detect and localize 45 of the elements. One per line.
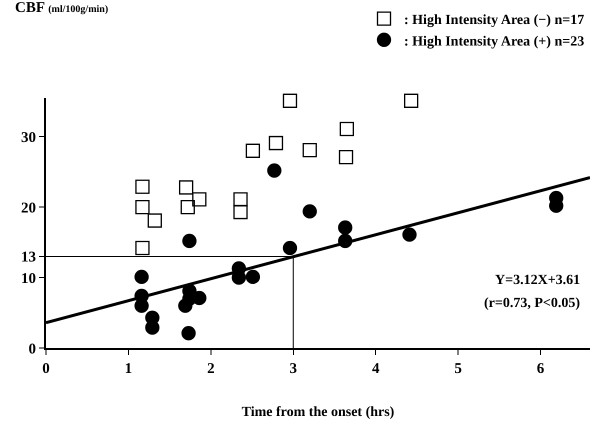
point <box>282 240 298 256</box>
x-tick-label: 2 <box>207 361 215 377</box>
point <box>267 163 282 178</box>
y-tick-label: 0 <box>28 341 36 358</box>
point <box>302 142 317 158</box>
point <box>180 200 195 214</box>
legend-label: : High Intensity Area (+) n=23 <box>404 34 584 50</box>
point <box>233 192 248 207</box>
y-tick-label: 20 <box>21 200 36 216</box>
point <box>338 150 354 164</box>
point <box>340 122 354 136</box>
point <box>246 144 260 158</box>
point <box>134 298 149 313</box>
point <box>246 270 260 284</box>
x-tick-label: 5 <box>454 361 462 377</box>
point <box>268 136 284 150</box>
point <box>404 94 418 108</box>
point <box>178 298 192 313</box>
annotation: (r=0.73, P<0.05) <box>484 296 580 311</box>
point <box>135 180 150 194</box>
x-tick-label: 0 <box>42 361 50 377</box>
point <box>148 213 162 228</box>
point <box>302 204 317 219</box>
point <box>233 204 248 220</box>
x-axis-title: Time from the onset (hrs) <box>242 404 395 420</box>
x-tick-label: 4 <box>372 361 380 377</box>
legend-label: : High Intensity Area (−) n=17 <box>404 13 584 28</box>
y-tick-label: 10 <box>21 270 36 287</box>
point <box>134 270 149 284</box>
x-tick-label: 3 <box>290 361 298 377</box>
point <box>135 240 150 256</box>
x-tick-label: 1 <box>124 361 132 377</box>
point <box>178 180 194 195</box>
y-tick-label: 13 <box>21 250 36 266</box>
point <box>282 94 298 108</box>
x-tick-label: 6 <box>536 361 545 377</box>
y-tick-label: 30 <box>21 130 36 146</box>
annotation: Y=3.12X+3.61 <box>495 273 580 288</box>
text: CBF (ml/100g/min) <box>15 0 108 16</box>
point <box>182 234 197 248</box>
point <box>135 200 150 214</box>
point <box>192 192 206 207</box>
point <box>338 220 352 235</box>
point <box>402 227 417 242</box>
point <box>181 326 196 340</box>
